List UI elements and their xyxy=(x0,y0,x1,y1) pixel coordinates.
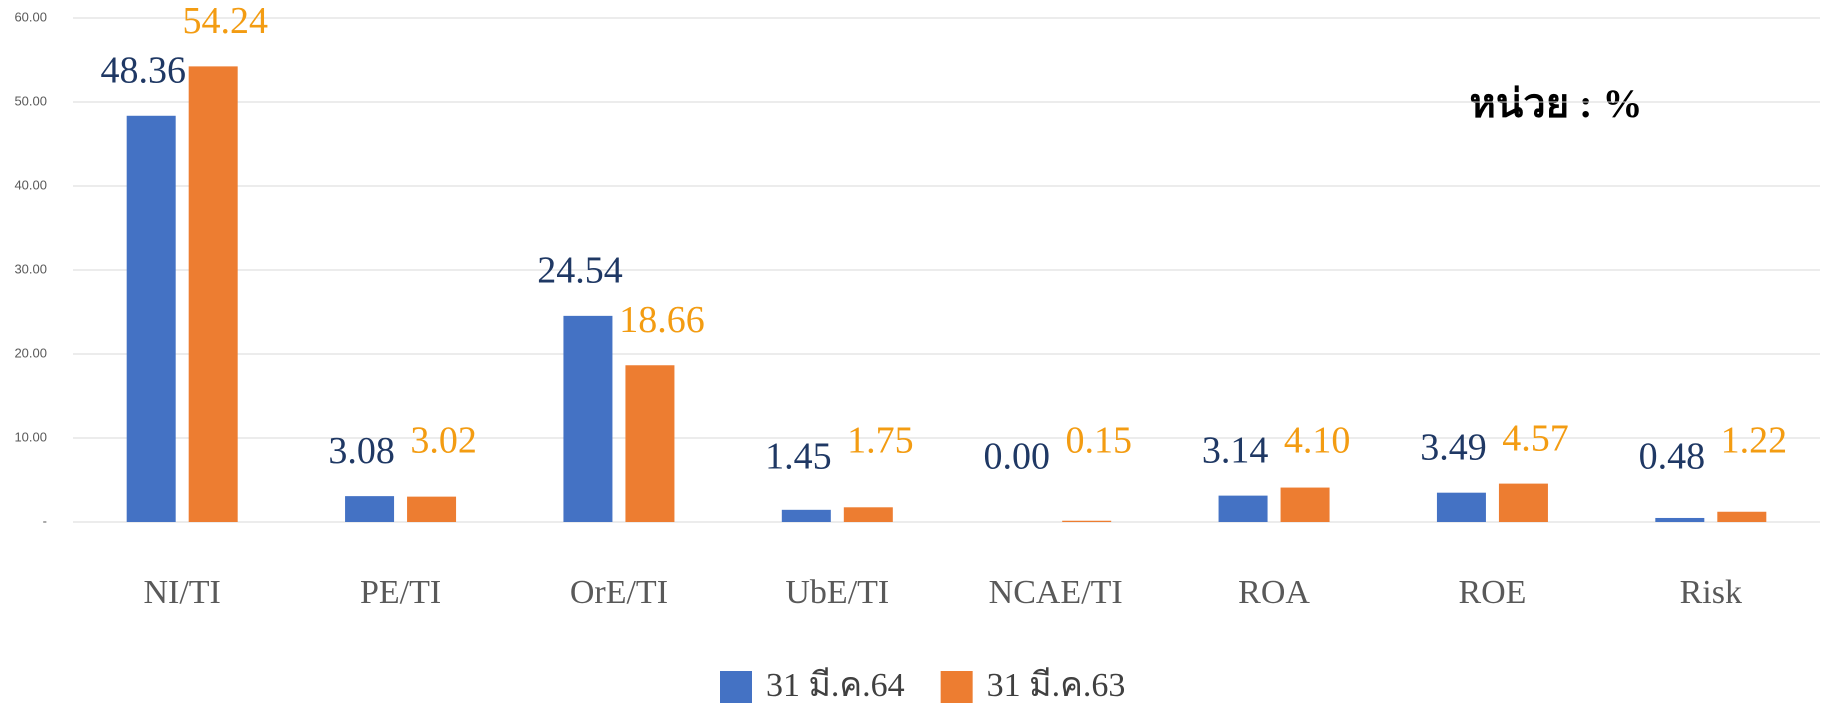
value-label: 3.08 xyxy=(328,430,395,472)
bar xyxy=(345,496,395,522)
bar xyxy=(1717,511,1767,522)
value-label: 3.14 xyxy=(1202,429,1269,471)
value-label: 3.49 xyxy=(1420,426,1487,468)
value-label: 0.00 xyxy=(983,436,1050,478)
bar xyxy=(1218,495,1268,522)
value-label: 3.02 xyxy=(410,420,477,462)
bar xyxy=(188,66,238,522)
bar xyxy=(781,509,831,522)
bar xyxy=(1062,520,1112,522)
value-label: 4.10 xyxy=(1284,420,1351,462)
y-tick-label: - xyxy=(43,513,47,528)
x-tick-label: OrE/TI xyxy=(570,574,668,611)
x-tick-label: PE/TI xyxy=(360,574,441,611)
legend-swatch xyxy=(940,671,973,703)
value-label: 54.24 xyxy=(182,0,268,42)
x-tick-label: UbE/TI xyxy=(785,574,889,611)
bar xyxy=(1498,483,1548,522)
value-label: 1.45 xyxy=(765,436,832,478)
x-tick-label: NI/TI xyxy=(143,574,220,611)
bar xyxy=(563,315,613,522)
y-tick-label: 50.00 xyxy=(14,93,47,108)
value-label: 1.22 xyxy=(1721,420,1788,462)
x-tick-label: NCAE/TI xyxy=(989,574,1123,611)
y-tick-label: 30.00 xyxy=(14,261,47,276)
unit-annotation: หน่วย : % xyxy=(1470,81,1643,126)
value-label: 1.75 xyxy=(847,420,914,462)
value-label: 48.36 xyxy=(100,49,186,91)
bar xyxy=(126,115,176,522)
value-label: 18.66 xyxy=(619,299,705,341)
bar xyxy=(407,496,457,522)
x-tick-label: Risk xyxy=(1680,574,1742,611)
y-tick-label: 60.00 xyxy=(14,9,47,24)
legend-label: 31 มี.ค.64 xyxy=(766,667,905,704)
bar xyxy=(1436,492,1486,522)
y-tick-label: 10.00 xyxy=(14,429,47,444)
bar xyxy=(1280,487,1330,522)
bar xyxy=(843,507,893,522)
bar xyxy=(1655,517,1705,522)
y-tick-label: 20.00 xyxy=(14,345,47,360)
value-label: 0.48 xyxy=(1639,436,1706,478)
x-tick-label: ROE xyxy=(1458,574,1526,611)
y-tick-label: 40.00 xyxy=(14,177,47,192)
legend-swatch xyxy=(720,671,752,703)
value-label: 0.15 xyxy=(1065,420,1132,462)
legend-label: 31 มี.ค.63 xyxy=(987,667,1126,704)
x-tick-label: ROA xyxy=(1238,574,1310,611)
value-label: 4.57 xyxy=(1502,417,1569,459)
value-label: 24.54 xyxy=(537,250,623,292)
bar xyxy=(625,365,675,522)
